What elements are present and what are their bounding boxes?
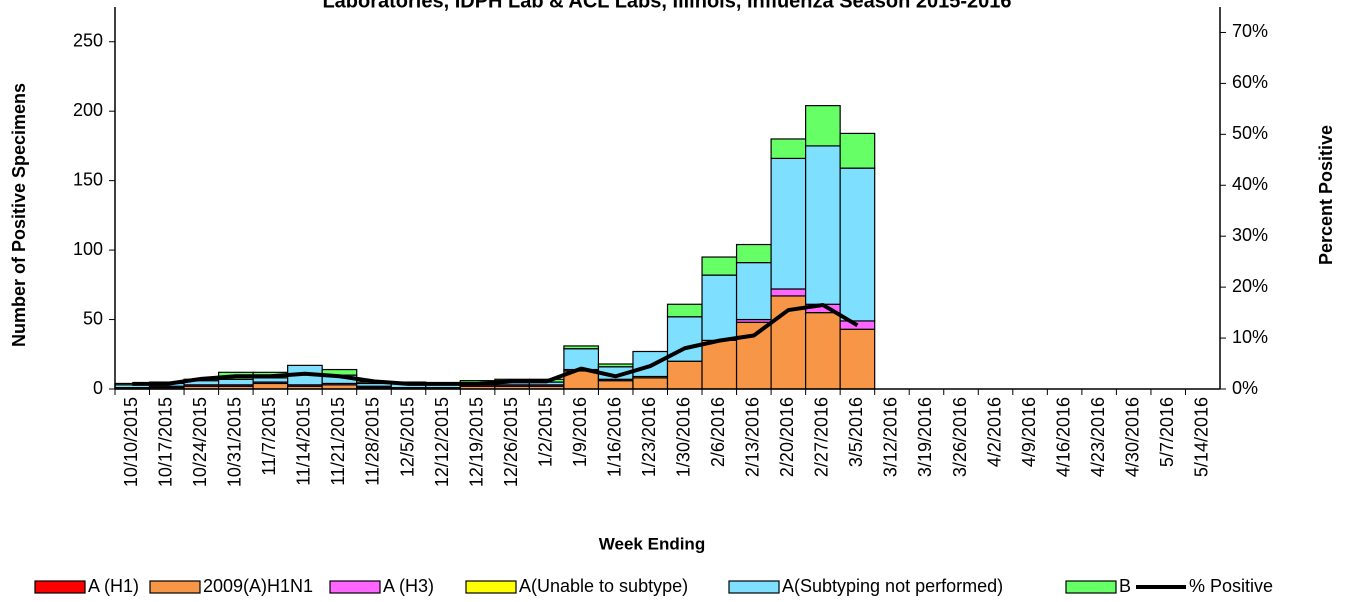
y2-tick-label: 10% <box>1232 327 1268 347</box>
x-tick-label: 12/5/2015 <box>397 397 417 477</box>
bar-segment <box>666 303 703 318</box>
x-tick-label: 12/12/2015 <box>432 397 452 487</box>
legend-label: A (H1) <box>88 576 139 596</box>
bar-segment <box>597 380 634 390</box>
bar-segment <box>839 132 876 169</box>
line-series <box>132 302 859 386</box>
y2-tick-label: 30% <box>1232 225 1268 245</box>
legend-swatch <box>465 580 517 594</box>
x-tick-label: 1/23/2016 <box>639 397 659 477</box>
y-axis-title: Number of Positive Specimens <box>9 83 29 347</box>
x-tick-label: 4/16/2016 <box>1053 397 1073 477</box>
y2-tick-label: 50% <box>1232 123 1268 143</box>
bar-segment <box>666 360 703 390</box>
bar-segment <box>735 261 772 321</box>
legend-swatch <box>34 580 86 594</box>
x-tick-label: 2/13/2016 <box>743 397 763 477</box>
x-tick-label: 3/12/2016 <box>881 397 901 477</box>
bar-segment <box>597 363 634 368</box>
y2-tick-label: 60% <box>1232 72 1268 92</box>
x-tick-label: 4/30/2016 <box>1122 397 1142 477</box>
bar-segment <box>701 256 738 276</box>
y2-tick-label: 40% <box>1232 174 1268 194</box>
bar-segment <box>701 339 738 390</box>
x-tick-label: 11/7/2015 <box>259 397 279 476</box>
y2-tick-label: 70% <box>1232 21 1268 41</box>
x-tick-label: 11/14/2015 <box>294 397 314 486</box>
x-tick-label: 5/7/2016 <box>1157 397 1177 467</box>
bar-segment <box>563 348 600 371</box>
legend-label: % Positive <box>1189 576 1273 596</box>
x-tick-label: 4/23/2016 <box>1088 397 1108 477</box>
legend-label: B <box>1119 576 1131 596</box>
legend-swatch <box>728 580 780 594</box>
y2-axis-title: Percent Positive <box>1316 125 1336 265</box>
y-tick-label: 50 <box>83 308 103 328</box>
x-tick-label: 12/19/2015 <box>466 397 486 487</box>
x-tick-label: 2/6/2016 <box>708 397 728 467</box>
x-tick-label: 12/26/2015 <box>501 397 521 487</box>
bar-segment <box>563 345 600 350</box>
y-tick-label: 0 <box>93 378 103 398</box>
x-tick-label: 1/30/2016 <box>674 397 694 477</box>
legend-label: A(Subtyping not performed) <box>782 576 1003 596</box>
x-tick-label: 3/26/2016 <box>950 397 970 477</box>
x-tick-label: 3/19/2016 <box>915 397 935 477</box>
bar-segment <box>632 377 669 390</box>
x-tick-label: 10/31/2015 <box>225 397 245 487</box>
x-tick-label: 1/16/2016 <box>604 397 624 477</box>
bar-segment <box>252 382 289 390</box>
x-tick-label: 1/9/2016 <box>570 397 590 467</box>
legend-swatch <box>149 580 201 594</box>
x-tick-label: 10/24/2015 <box>190 397 210 487</box>
bar-segment <box>217 378 254 386</box>
y2-tick-label: 20% <box>1232 276 1268 296</box>
x-tick-label: 3/5/2016 <box>846 397 866 467</box>
legend-label: A (H3) <box>383 576 434 596</box>
y-tick-label: 100 <box>73 239 103 259</box>
bar-segment <box>805 105 841 147</box>
x-tick-label: 2/27/2016 <box>812 397 832 477</box>
y-tick-label: 250 <box>73 30 103 50</box>
x-tick-label: 11/21/2015 <box>328 397 348 486</box>
bar-segment <box>770 157 807 290</box>
bar-segment <box>770 138 807 160</box>
bar-segment <box>839 167 876 322</box>
legend-swatch <box>1065 580 1117 594</box>
x-axis-title: Week Ending <box>599 534 705 553</box>
y-tick-label: 200 <box>73 100 103 120</box>
legend-label: A(Unable to subtype) <box>519 576 688 596</box>
bar-segment <box>839 328 876 390</box>
bar-segment <box>770 288 807 297</box>
y2-tick-label: 0% <box>1232 378 1258 398</box>
x-tick-label: 1/2/2015 <box>535 397 555 467</box>
y-tick-label: 150 <box>73 169 103 189</box>
bar-segment <box>701 274 738 341</box>
bar-segment <box>735 321 772 390</box>
x-tick-label: 2/20/2016 <box>777 397 797 477</box>
x-tick-label: 10/10/2015 <box>121 397 141 487</box>
bar-segment <box>252 377 289 383</box>
x-tick-label: 11/28/2015 <box>363 397 383 486</box>
x-tick-label: 4/9/2016 <box>1019 397 1039 467</box>
legend-label: 2009(A)H1N1 <box>203 576 313 596</box>
x-tick-label: 5/14/2016 <box>1191 397 1211 477</box>
x-tick-label: 10/17/2015 <box>156 397 176 487</box>
x-tick-label: 4/2/2016 <box>984 397 1004 467</box>
legend-swatch <box>329 580 381 594</box>
bar-segment <box>735 243 772 264</box>
chart-title: Laboratories, IDPH Lab & ACL Labs, Illin… <box>322 0 1011 12</box>
bar-segment <box>805 312 841 390</box>
bar-segment <box>805 145 841 305</box>
